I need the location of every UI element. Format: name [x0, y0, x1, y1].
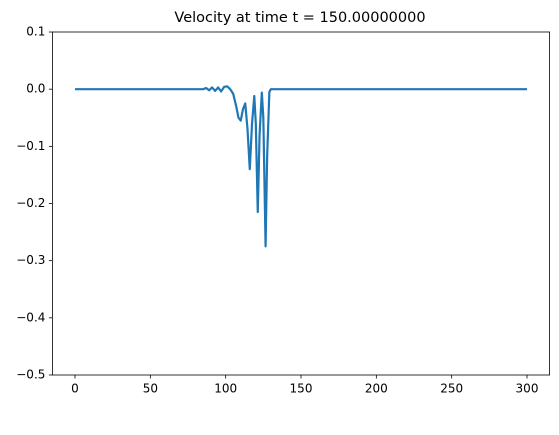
x-tick-label: 250	[440, 382, 463, 396]
x-tick-label: 200	[365, 382, 388, 396]
x-tick-label: 150	[290, 382, 313, 396]
x-tick-label: 100	[214, 382, 237, 396]
y-tick-label: −0.1	[16, 139, 45, 153]
plot-frame	[52, 31, 551, 376]
y-tick-label: −0.5	[16, 368, 45, 382]
y-tick-label: −0.4	[16, 310, 45, 324]
y-tick-label: 0.1	[26, 25, 45, 39]
y-tick-label: −0.3	[16, 253, 45, 267]
x-tick-label: 0	[71, 382, 79, 396]
x-tick-label: 50	[143, 382, 158, 396]
x-tick-label: 300	[516, 382, 539, 396]
chart-title: Velocity at time t = 150.00000000	[174, 10, 425, 26]
y-tick-label: 0.0	[26, 82, 45, 96]
line-series	[75, 85, 527, 248]
y-tick-label: −0.2	[16, 196, 45, 210]
